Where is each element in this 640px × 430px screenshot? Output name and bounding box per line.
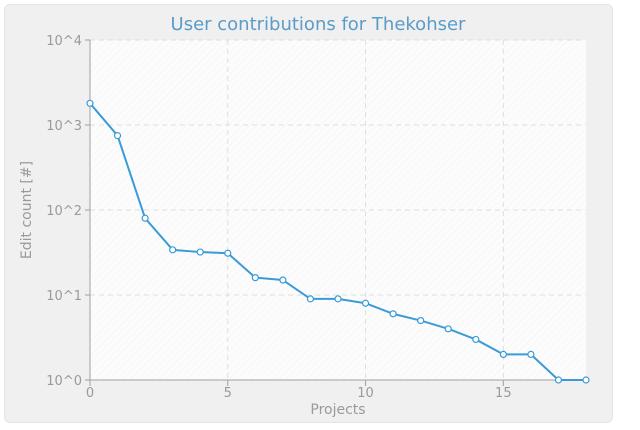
data-point: [306, 295, 315, 303]
data-point: [499, 350, 507, 359]
x-tick-label: 15: [495, 386, 512, 401]
x-tick-label: 10: [357, 386, 374, 401]
series-layer: [86, 99, 590, 384]
data-point: [279, 276, 287, 284]
y-tick-label: 10^4: [46, 34, 82, 49]
data-point: [582, 376, 590, 384]
data-point: [196, 248, 204, 256]
data-point: [527, 350, 535, 359]
data-point: [417, 316, 425, 325]
data-point: [224, 249, 232, 257]
data-point: [361, 299, 370, 307]
data-point: [169, 246, 177, 254]
data-point: [113, 132, 122, 140]
grid-lines: [90, 39, 586, 380]
tick-labels: 0 5 10 15 10^0 10^1 10^2 10^3 10^4: [46, 34, 511, 401]
y-tick-label: 10^3: [46, 119, 82, 134]
x-tick-label: 0: [86, 386, 94, 401]
data-point: [554, 376, 563, 384]
data-point: [86, 99, 94, 107]
y-tick-label: 10^2: [46, 204, 82, 219]
x-axis-label: Projects: [310, 402, 365, 418]
data-point: [251, 274, 259, 282]
y-tick-label: 10^0: [46, 374, 82, 389]
x-tick-label: 5: [224, 386, 232, 401]
data-point: [334, 295, 342, 303]
data-point: [389, 310, 397, 318]
y-tick-label: 10^1: [46, 289, 82, 304]
data-point: [141, 214, 149, 222]
axes: [85, 39, 586, 386]
data-point: [444, 325, 452, 333]
chart-title: User contributions for Thekohser: [171, 14, 467, 35]
y-axis-label: Edit count [#]: [19, 161, 35, 259]
data-point: [472, 335, 480, 344]
